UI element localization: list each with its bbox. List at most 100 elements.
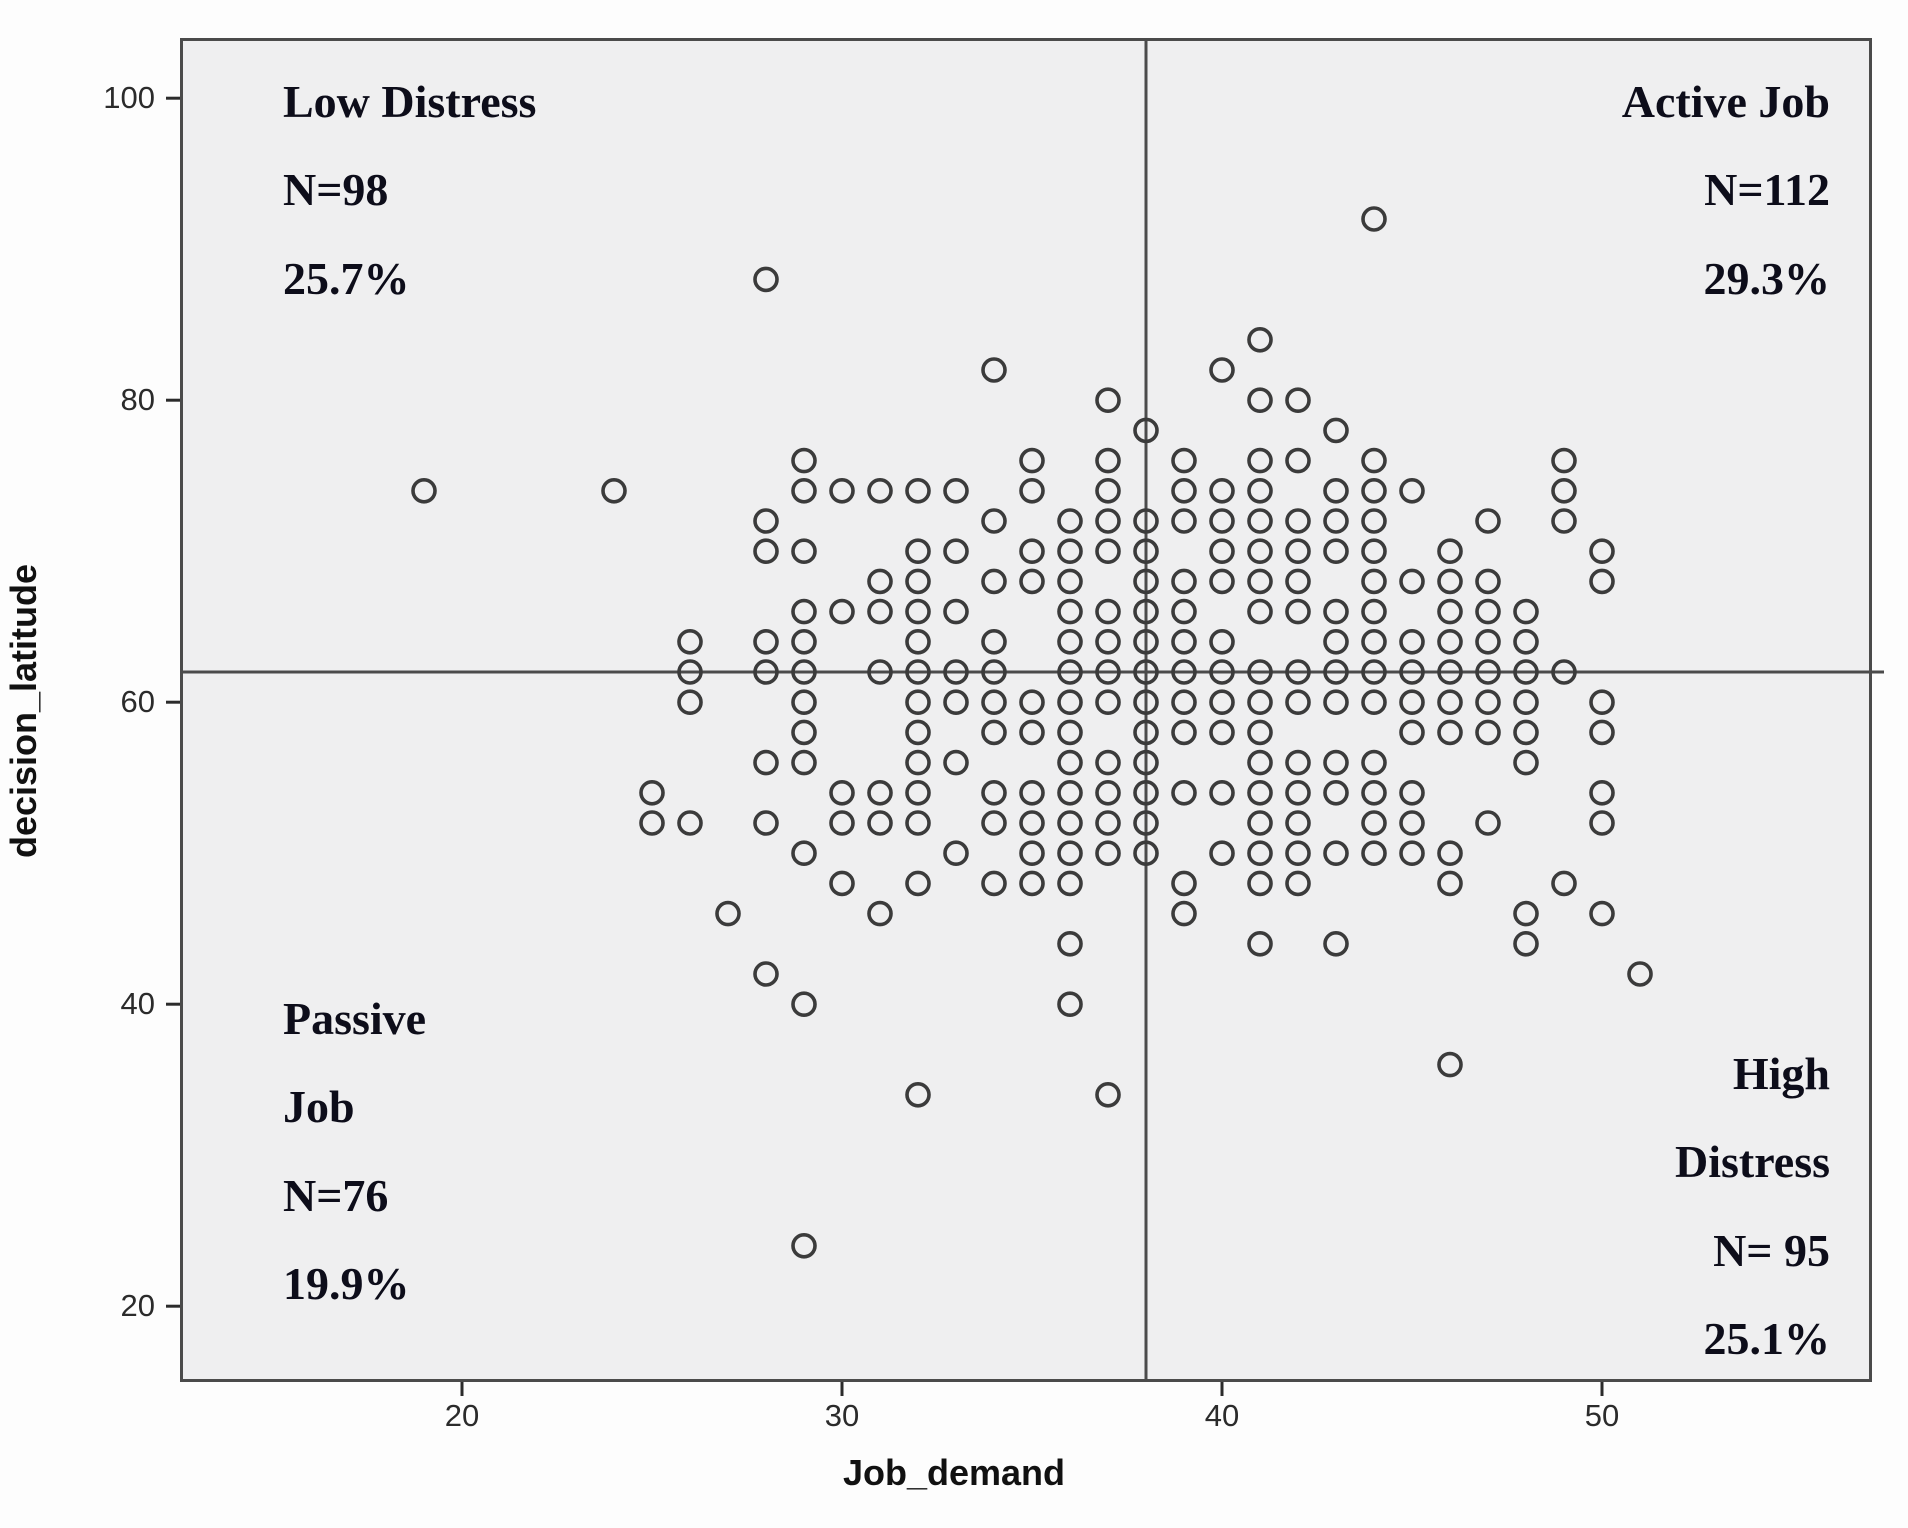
data-point	[1475, 508, 1501, 534]
data-point	[1247, 870, 1273, 897]
data-point	[1589, 900, 1615, 927]
data-point	[1133, 417, 1159, 444]
data-point	[905, 749, 931, 776]
data-point	[791, 1233, 817, 1259]
data-point	[1361, 568, 1387, 595]
data-point	[1513, 689, 1539, 716]
data-point	[753, 810, 779, 836]
data-point	[1361, 538, 1387, 565]
data-point	[791, 719, 817, 746]
data-point	[943, 477, 969, 504]
data-point	[1095, 628, 1121, 655]
data-point	[1285, 870, 1311, 897]
data-point	[829, 779, 855, 806]
data-point	[1399, 689, 1425, 716]
data-point	[905, 659, 931, 685]
data-point	[1095, 749, 1121, 776]
data-point	[1133, 840, 1159, 867]
data-point	[981, 779, 1007, 806]
data-point	[791, 659, 817, 685]
data-point	[1323, 417, 1349, 444]
data-point	[1171, 689, 1197, 716]
data-point	[943, 689, 969, 716]
data-point	[1247, 568, 1273, 595]
data-point	[1171, 508, 1197, 534]
data-point	[981, 810, 1007, 836]
data-point	[1133, 538, 1159, 565]
data-point	[905, 477, 931, 504]
data-point	[829, 598, 855, 625]
data-point	[1057, 749, 1083, 776]
data-point	[1437, 538, 1463, 565]
data-point	[1095, 508, 1121, 534]
data-point	[1285, 659, 1311, 685]
data-point	[1475, 689, 1501, 716]
data-point	[981, 628, 1007, 655]
data-point	[1323, 840, 1349, 867]
data-point	[1095, 447, 1121, 474]
data-point	[1095, 538, 1121, 565]
data-point	[753, 659, 779, 685]
data-point	[1019, 447, 1045, 474]
data-point	[1057, 508, 1083, 534]
data-point	[981, 719, 1007, 746]
data-point	[1323, 628, 1349, 655]
data-point	[1247, 326, 1273, 353]
data-point	[1323, 930, 1349, 957]
data-point	[1171, 628, 1197, 655]
data-point	[1095, 387, 1121, 414]
data-point	[1323, 598, 1349, 625]
data-point	[1171, 598, 1197, 625]
data-point	[1057, 598, 1083, 625]
data-point	[1513, 598, 1539, 625]
data-point	[1399, 659, 1425, 685]
data-point	[1361, 447, 1387, 474]
data-point	[1133, 810, 1159, 836]
data-point	[1019, 840, 1045, 867]
data-point	[1095, 659, 1121, 685]
data-point	[1361, 628, 1387, 655]
data-point	[1209, 477, 1235, 504]
data-point	[1133, 779, 1159, 806]
data-point	[1133, 659, 1159, 685]
x-tick-label: 50	[1584, 1398, 1620, 1433]
data-point	[867, 568, 893, 595]
data-point	[1589, 810, 1615, 836]
x-axis-title: Job_demand	[842, 1452, 1066, 1493]
quadrant-label-low-distress: Low Distress N=98 25.7%	[283, 76, 537, 304]
data-point	[1057, 628, 1083, 655]
data-point	[1171, 900, 1197, 927]
data-point	[1627, 961, 1653, 987]
data-point	[829, 870, 855, 897]
data-point	[1437, 598, 1463, 625]
data-point	[1437, 870, 1463, 897]
data-point	[1475, 598, 1501, 625]
data-point	[1361, 206, 1387, 232]
data-point	[753, 628, 779, 655]
data-point	[1437, 689, 1463, 716]
data-point	[1323, 508, 1349, 534]
data-point	[1361, 508, 1387, 534]
data-point	[1247, 749, 1273, 776]
data-point	[905, 628, 931, 655]
data-point	[1019, 538, 1045, 565]
data-point	[1133, 568, 1159, 595]
data-point	[1589, 689, 1615, 716]
data-point	[1399, 840, 1425, 867]
data-point	[1247, 477, 1273, 504]
data-point	[1323, 538, 1349, 565]
y-axis-title: decision_latitude	[3, 563, 44, 859]
data-point	[753, 961, 779, 987]
data-point	[1247, 689, 1273, 716]
data-point	[1475, 659, 1501, 685]
data-point	[1361, 749, 1387, 776]
data-point	[1285, 598, 1311, 625]
data-point	[1057, 870, 1083, 897]
data-point	[905, 870, 931, 897]
data-point	[829, 810, 855, 836]
data-point	[1437, 840, 1463, 867]
data-point	[1475, 568, 1501, 595]
data-point	[1589, 719, 1615, 746]
data-point	[1361, 477, 1387, 504]
